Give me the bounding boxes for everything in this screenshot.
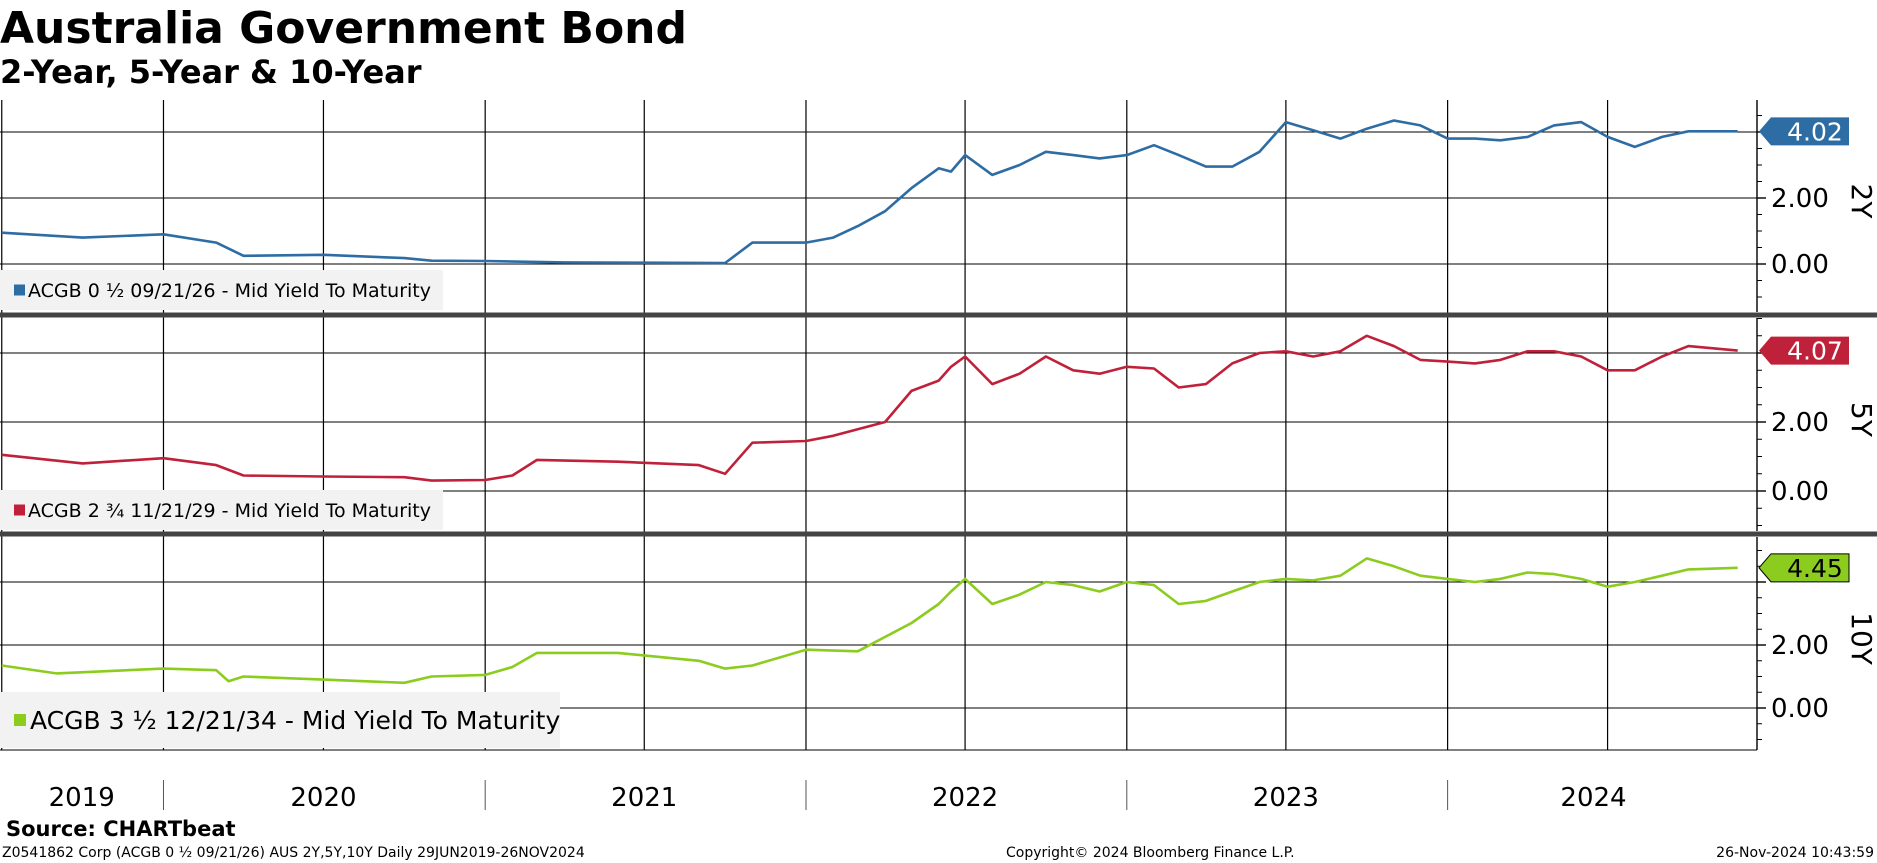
- last-value-label: 4.45: [1787, 554, 1843, 583]
- legend-label: ACGB 2 ¾ 11/21/29 - Mid Yield To Maturit…: [28, 500, 431, 522]
- grid-layer: [0, 100, 1877, 750]
- last-value-label: 4.02: [1787, 117, 1843, 146]
- legend-label: ACGB 0 ½ 09/21/26 - Mid Yield To Maturit…: [28, 280, 431, 302]
- panel-5y: 2.00 0.00 4.07 5Y ACGB 2 ¾ 11/21/29 - Mid Yi…: [0, 318, 1877, 531]
- panel-label: 5Y: [1845, 402, 1877, 438]
- last-value-label: 4.07: [1787, 337, 1843, 366]
- legend-box: [0, 490, 443, 530]
- legend-swatch: [14, 714, 26, 726]
- x-tick-label: 2024: [1560, 783, 1626, 813]
- legend-box: [0, 692, 560, 748]
- panel-2y: 2.00 0.00 4.02 2Y ACGB 0 ½ 09/21/26 - Mid Yi…: [0, 100, 1877, 312]
- series-line-2y: [1, 119, 1738, 265]
- legend-swatch: [14, 284, 25, 296]
- copyright-text: Copyright© 2024 Bloomberg Finance L.P.: [1006, 845, 1295, 861]
- last-value-badge: [1759, 336, 1849, 365]
- y-tick-label: 0.00: [1771, 694, 1829, 724]
- x-axis: 2019 2020 2021 2022 2023 2024: [0, 749, 1757, 813]
- panel-label: 2Y: [1845, 184, 1877, 220]
- x-tick-label: 2021: [611, 783, 677, 813]
- timestamp-text: 26-Nov-2024 10:43:59: [1716, 845, 1874, 861]
- panels-layer: 2.00 0.00 4.02 2Y ACGB 0 ½ 09/21/26 - Mid Yi…: [0, 100, 1877, 750]
- series-line-10y: [1, 557, 1738, 685]
- last-value-badge: [1758, 553, 1850, 583]
- security-info: Z0541862 Corp (ACGB 0 ½ 09/21/26) AUS 2Y…: [2, 845, 585, 861]
- legend-label: ACGB 3 ½ 12/21/34 - Mid Yield To Maturit…: [30, 706, 560, 735]
- x-tick-label: 2019: [49, 783, 115, 813]
- series-line-5y: [1, 334, 1738, 482]
- chart-title: Australia Government Bond: [0, 3, 687, 54]
- chart-subtitle: 2-Year, 5-Year & 10-Year: [0, 53, 422, 91]
- last-value-badge: [1759, 117, 1849, 146]
- y-tick-label: 0.00: [1771, 477, 1829, 507]
- panel-label: 10Y: [1845, 612, 1877, 666]
- y-tick-label: 2.00: [1771, 631, 1829, 661]
- legend-box: [0, 270, 443, 310]
- x-tick-label: 2023: [1253, 783, 1319, 813]
- source-label: Source: CHARTbeat: [6, 817, 236, 841]
- y-tick-label: 2.00: [1771, 408, 1829, 438]
- x-tick-label: 2020: [290, 783, 356, 813]
- legend-swatch: [14, 504, 25, 516]
- x-tick-label: 2022: [932, 783, 998, 813]
- y-tick-label: 2.00: [1771, 184, 1829, 214]
- y-tick-label: 0.00: [1771, 250, 1829, 280]
